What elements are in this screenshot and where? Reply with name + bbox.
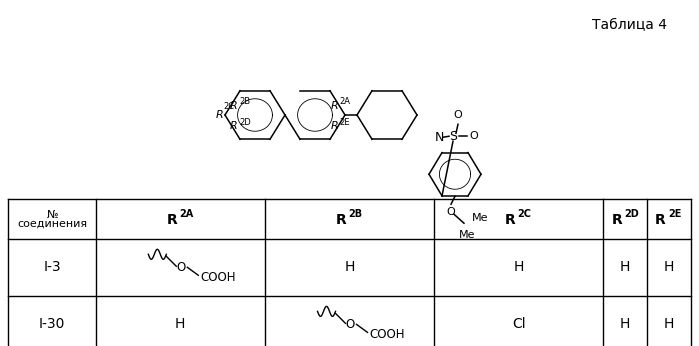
Text: 2C: 2C (223, 102, 234, 111)
Text: H: H (620, 260, 630, 274)
Text: S: S (449, 130, 457, 143)
Text: Cl: Cl (512, 317, 526, 331)
Text: O: O (346, 318, 355, 331)
Text: N: N (435, 131, 445, 144)
Text: R: R (505, 213, 516, 227)
Text: R: R (229, 121, 237, 131)
Text: O: O (447, 207, 455, 217)
Text: №: № (46, 210, 58, 220)
Text: I-30: I-30 (39, 317, 65, 331)
Text: O: O (177, 261, 186, 274)
Text: 2E: 2E (668, 209, 681, 219)
Text: H: H (175, 317, 185, 331)
Text: I-3: I-3 (43, 260, 61, 274)
Text: соединения: соединения (17, 219, 87, 229)
Text: R: R (336, 213, 347, 227)
Text: H: H (663, 260, 674, 274)
Text: O: O (454, 110, 462, 120)
Text: COOH: COOH (201, 271, 236, 284)
Text: 2C: 2C (518, 209, 532, 219)
Text: COOH: COOH (370, 328, 405, 341)
Text: 2D: 2D (239, 118, 251, 127)
Text: R: R (215, 110, 223, 120)
Text: H: H (620, 317, 630, 331)
Text: 2A: 2A (180, 209, 194, 219)
Text: O: O (469, 131, 477, 141)
Text: 2B: 2B (239, 97, 250, 106)
Text: R: R (229, 101, 237, 111)
Text: R: R (331, 121, 339, 131)
Text: 2A: 2A (339, 97, 350, 106)
Text: 2D: 2D (624, 209, 639, 219)
Text: R: R (331, 101, 339, 111)
Text: 2E: 2E (339, 118, 350, 127)
Text: Me: Me (459, 230, 475, 240)
Text: R: R (655, 213, 665, 227)
Text: H: H (345, 260, 354, 274)
Text: 2B: 2B (349, 209, 363, 219)
Text: Таблица 4: Таблица 4 (593, 18, 668, 32)
Text: Me: Me (472, 213, 489, 223)
Text: H: H (514, 260, 524, 274)
Text: H: H (663, 317, 674, 331)
Text: R: R (166, 213, 178, 227)
Text: R: R (612, 213, 622, 227)
